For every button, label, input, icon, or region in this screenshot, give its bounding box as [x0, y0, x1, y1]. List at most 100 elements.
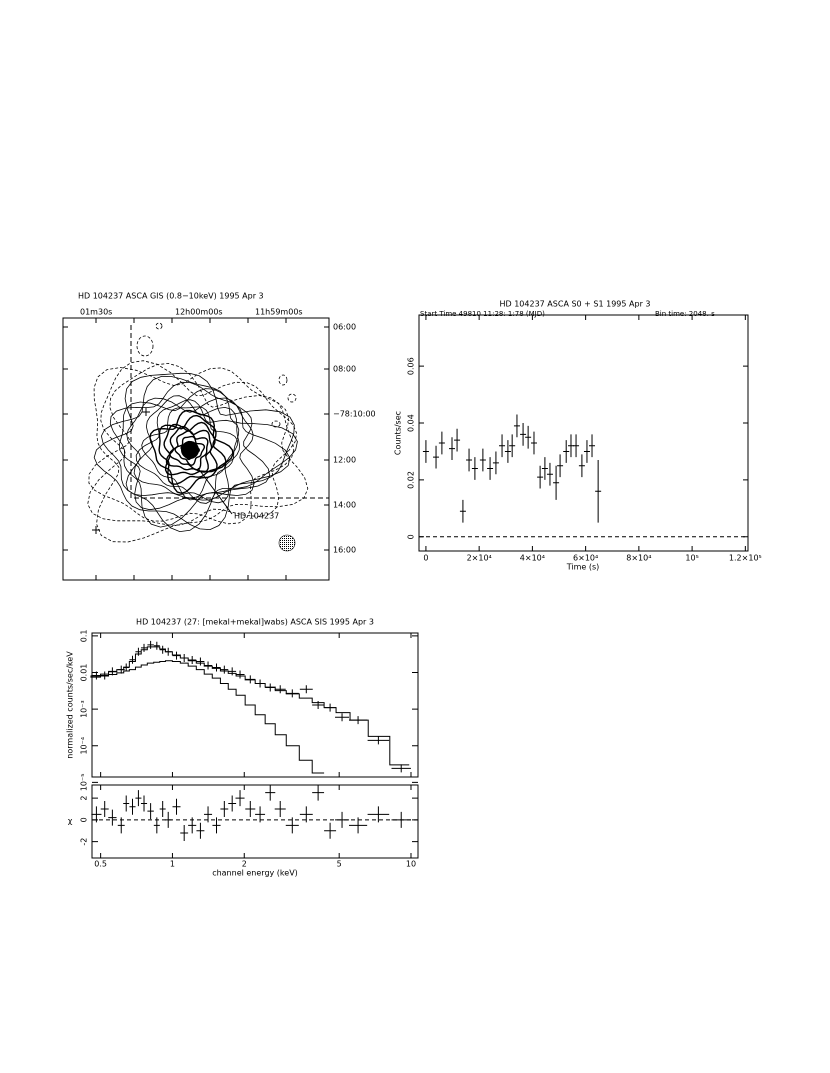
contour-blob — [136, 335, 154, 357]
data-point — [180, 653, 189, 662]
residual-tick-label: 2 — [80, 796, 89, 801]
data-point — [487, 457, 494, 480]
residual-point — [91, 806, 102, 823]
residual-point — [196, 822, 205, 839]
contour-blob — [271, 420, 281, 428]
data-point — [563, 440, 570, 463]
data-point — [135, 647, 142, 656]
data-point — [466, 448, 473, 472]
data-point — [299, 685, 313, 694]
y-tick-label: 0.06 — [407, 357, 416, 375]
data-point — [573, 434, 580, 458]
spectrum-title: HD 104237 (27: [mekal+mekal]wabs) ASCA S… — [136, 618, 374, 627]
x-tick-label: 2×10⁴ — [467, 554, 492, 563]
residual-point — [108, 809, 117, 826]
data-point — [212, 663, 221, 672]
residual-point — [335, 811, 350, 828]
bin-time: Bin time: 2048. s — [655, 310, 715, 318]
data-point — [159, 645, 166, 654]
residual-point — [245, 800, 256, 817]
data-point — [220, 665, 229, 674]
contour-line — [100, 375, 298, 533]
data-point — [537, 465, 544, 489]
residual-point — [255, 806, 266, 823]
x-tick-label: 10 — [406, 860, 416, 869]
data-point — [117, 665, 125, 674]
data-point — [553, 465, 560, 500]
data-point — [172, 651, 181, 660]
data-point — [471, 457, 478, 480]
contour-line — [133, 395, 240, 504]
residual-point — [265, 784, 276, 801]
y-tick-label: 0.04 — [407, 414, 416, 432]
data-point — [265, 683, 276, 692]
data-point — [499, 434, 506, 458]
residual-point — [312, 784, 325, 801]
contour-line — [169, 430, 209, 471]
contour-frame — [62, 317, 330, 581]
y-axis-label: normalized counts/sec/keV — [66, 651, 75, 759]
data-point — [123, 663, 130, 672]
residual-point — [391, 811, 411, 828]
contour-title: HD 104237 ASCA GIS (0.8−10keV) 1995 Apr … — [78, 292, 264, 301]
residual-point — [228, 795, 237, 812]
data-point — [140, 643, 148, 652]
data-point — [546, 462, 553, 486]
x-tick-label: 1.2×10⁵ — [729, 554, 762, 563]
ra-label: 01m30s — [80, 308, 112, 317]
y-tick-label: 10⁻⁵ — [80, 774, 89, 792]
residual-point — [204, 806, 213, 823]
data-point — [228, 667, 237, 676]
residual-point — [147, 803, 154, 820]
residual-point — [135, 790, 142, 807]
residual-point — [348, 817, 368, 834]
data-point — [509, 434, 516, 458]
data-point — [513, 414, 520, 438]
data-point — [595, 460, 602, 523]
residual-tick-label: -2 — [80, 838, 89, 846]
data-point — [196, 657, 205, 666]
residual-point — [235, 790, 245, 807]
lightcurve-subtitle: Start Time 49810 11:28: 1:78 (MJD) — [420, 310, 545, 318]
x-tick-label: 0 — [423, 554, 428, 563]
residual-axis-label: χ — [68, 817, 73, 826]
data-point — [367, 736, 390, 745]
data-point — [335, 713, 350, 722]
residual-point — [159, 800, 166, 817]
x-tick-label: 6×10⁴ — [573, 554, 598, 563]
x-tick-label: 4×10⁴ — [520, 554, 545, 563]
ra-label: 12h00m00s — [175, 308, 223, 317]
contour-line — [158, 414, 227, 485]
component-step — [90, 660, 325, 774]
residual-point — [367, 806, 390, 823]
data-point — [520, 423, 527, 446]
contour-blob — [278, 374, 288, 386]
data-point — [479, 448, 486, 472]
contour-blob — [287, 393, 297, 403]
x-tick-label: 0.5 — [94, 860, 107, 869]
data-point — [285, 689, 299, 698]
residual-point — [129, 798, 136, 815]
residual-point — [117, 817, 125, 834]
data-point — [557, 454, 564, 478]
source-core — [181, 441, 199, 459]
residual-point — [140, 795, 148, 812]
contour-line — [87, 360, 298, 526]
residual-frame — [91, 784, 419, 859]
y-tick-label: 0.1 — [80, 630, 89, 643]
marker — [92, 408, 150, 534]
residual-point — [324, 822, 337, 839]
plot-frame — [418, 314, 749, 552]
contour-line — [93, 372, 295, 531]
data-point — [567, 434, 574, 458]
residual-point — [123, 795, 130, 812]
data-point — [255, 679, 266, 688]
x-tick-label: 5 — [337, 860, 342, 869]
source-annotation: HD 104237 — [234, 512, 279, 521]
x-axis-label: Time (s) — [566, 563, 600, 572]
dec-label: 08:00 — [333, 365, 356, 374]
x-tick-label: 8×10⁴ — [626, 554, 651, 563]
contour-line — [163, 421, 218, 476]
data-point — [504, 440, 511, 463]
